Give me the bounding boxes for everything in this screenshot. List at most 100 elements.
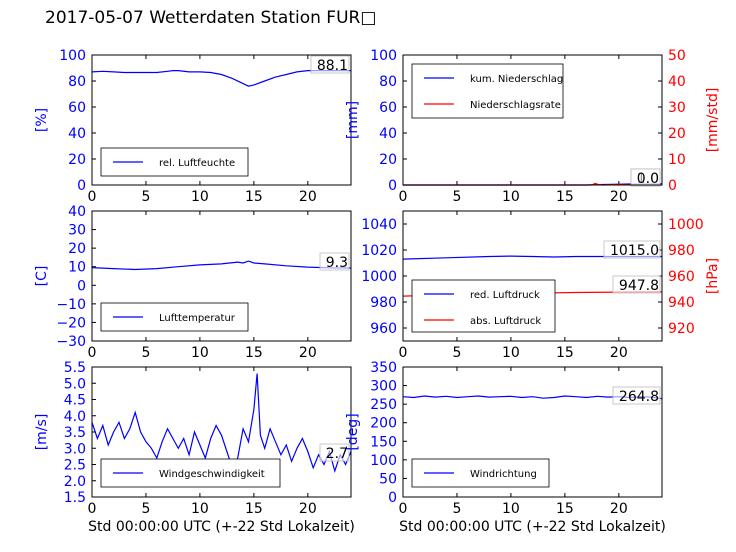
pressure-panel: 0 5 10 15 20 960 980 1000 1020 1040 920 940 960 980 10…	[361, 210, 721, 361]
y-tick-label: 20	[68, 241, 86, 257]
value-label-box	[612, 275, 661, 294]
y-tick-label: 50	[379, 471, 397, 487]
y-tick-label: 10	[68, 260, 86, 276]
y-tick-label: 3.5	[64, 425, 86, 441]
y-tick-label: 100	[370, 48, 397, 64]
x-tick-label: 15	[556, 501, 574, 517]
y-tick-label: 4.0	[64, 409, 86, 425]
value-label-box	[319, 443, 350, 462]
y-tick-label: 1000	[361, 269, 397, 285]
y-tick-label: 0	[77, 278, 86, 294]
x-tick-label: 5	[452, 345, 461, 361]
y-right-tick-label: 980	[668, 243, 695, 259]
y-axis-label: [%]	[34, 108, 50, 132]
y-tick-label: 2.0	[64, 474, 86, 490]
value-label: 2.7	[326, 446, 348, 462]
y-right-axis-label: [mm/std]	[705, 88, 721, 153]
value-label: 0.0	[637, 171, 659, 187]
y-tick-label: 1.5	[64, 490, 86, 506]
x-axis-label: Std 00:00:00 UTC (+-22 Std Lokalzeit)	[88, 519, 355, 535]
y-axis-label: [mm]	[345, 101, 361, 139]
x-tick-label: 5	[452, 501, 461, 517]
y-tick-label: 300	[370, 379, 397, 395]
y-right-tick-label: 940	[668, 295, 695, 311]
y-tick-label: 20	[68, 152, 86, 168]
plot-frame	[91, 210, 352, 342]
x-tick-label: 10	[191, 189, 209, 205]
legend-entry: kum. Niederschlag	[470, 74, 563, 85]
x-tick-label: 5	[141, 189, 150, 205]
y-tick-label: 980	[370, 295, 397, 311]
y-tick-label: 0	[77, 178, 86, 194]
x-tick-label: 20	[610, 501, 628, 517]
x-tick-label: 0	[399, 501, 408, 517]
plot-frame	[402, 366, 663, 498]
x-tick-label: 15	[556, 345, 574, 361]
x-tick-label: 5	[141, 345, 150, 361]
y-right-tick-label: 30	[668, 100, 686, 116]
y-tick-label: 60	[68, 100, 86, 116]
y-tick-label: 20	[379, 152, 397, 168]
plot-frame	[91, 54, 352, 186]
y-tick-label: −30	[56, 334, 86, 350]
y-right-tick-label: 20	[668, 126, 686, 142]
legend-entry: Niederschlagsrate	[470, 100, 561, 111]
y-tick-label: 350	[370, 360, 397, 376]
y-right-tick-label: 920	[668, 321, 695, 337]
x-tick-label: 0	[399, 345, 408, 361]
y-tick-label: 150	[370, 434, 397, 450]
x-tick-label: 5	[452, 189, 461, 205]
y-tick-label: 5.5	[64, 360, 86, 376]
temperature-panel: 0 5 10 15 20 −30 −20 −10 0 10 20 30 40 [C] Lufttempera…	[34, 204, 352, 361]
x-tick-label: 0	[399, 189, 408, 205]
y-tick-label: 0	[388, 178, 397, 194]
value-label-box	[603, 240, 661, 259]
y-right-tick-label: 50	[668, 48, 686, 64]
x-tick-label: 20	[299, 345, 317, 361]
legend-entry: red. Luftdruck	[470, 290, 540, 301]
x-tick-label: 10	[191, 345, 209, 361]
y-tick-label: 100	[59, 48, 86, 64]
y-tick-label: −20	[56, 315, 86, 331]
series-line	[91, 373, 352, 474]
plot-frame	[402, 210, 663, 342]
legend-entry: Windgeschwindigkeit	[159, 469, 265, 480]
x-tick-label: 0	[88, 345, 97, 361]
y-tick-label: 40	[68, 204, 86, 220]
x-tick-label: 0	[88, 189, 97, 205]
y-right-tick-label: 1000	[668, 217, 704, 233]
value-label: 88.1	[317, 58, 348, 74]
x-tick-label: 10	[191, 501, 209, 517]
y-axis-label: [m/s]	[34, 414, 50, 451]
y-tick-label: 80	[379, 74, 397, 90]
legend-entry: Windrichtung	[470, 469, 537, 480]
y-tick-label: 250	[370, 397, 397, 413]
y-tick-label: 100	[370, 453, 397, 469]
y-tick-label: 40	[379, 126, 397, 142]
y-tick-label: 1040	[361, 217, 397, 233]
precipitation-panel: 0 5 10 15 20 0 20 40 60 80 100 0 10 20 30 40 50 [mm] [mm/s…	[345, 48, 721, 205]
x-tick-label: 20	[610, 189, 628, 205]
x-tick-label: 15	[245, 345, 263, 361]
x-axis-label: Std 00:00:00 UTC (+-22 Std Lokalzeit)	[399, 519, 666, 535]
x-tick-label: 15	[245, 501, 263, 517]
value-label-box	[630, 168, 661, 187]
legend-box	[411, 279, 556, 333]
x-tick-label: 20	[299, 501, 317, 517]
y-tick-label: 80	[68, 74, 86, 90]
value-label: 947.8	[619, 278, 659, 294]
legend-entry: Lufttemperatur	[159, 313, 236, 324]
value-label-box	[319, 252, 350, 271]
y-right-axis-label: [hPa]	[705, 258, 721, 294]
y-tick-label: 5.0	[64, 376, 86, 392]
y-right-tick-label: 40	[668, 74, 686, 90]
y-tick-label: 60	[379, 100, 397, 116]
value-label: 9.3	[326, 255, 348, 271]
y-axis-label: [C]	[34, 266, 50, 287]
value-label: 1015.0	[610, 243, 659, 259]
legend-box	[100, 147, 249, 177]
x-tick-label: 10	[502, 189, 520, 205]
y-tick-label: 4.5	[64, 393, 86, 409]
